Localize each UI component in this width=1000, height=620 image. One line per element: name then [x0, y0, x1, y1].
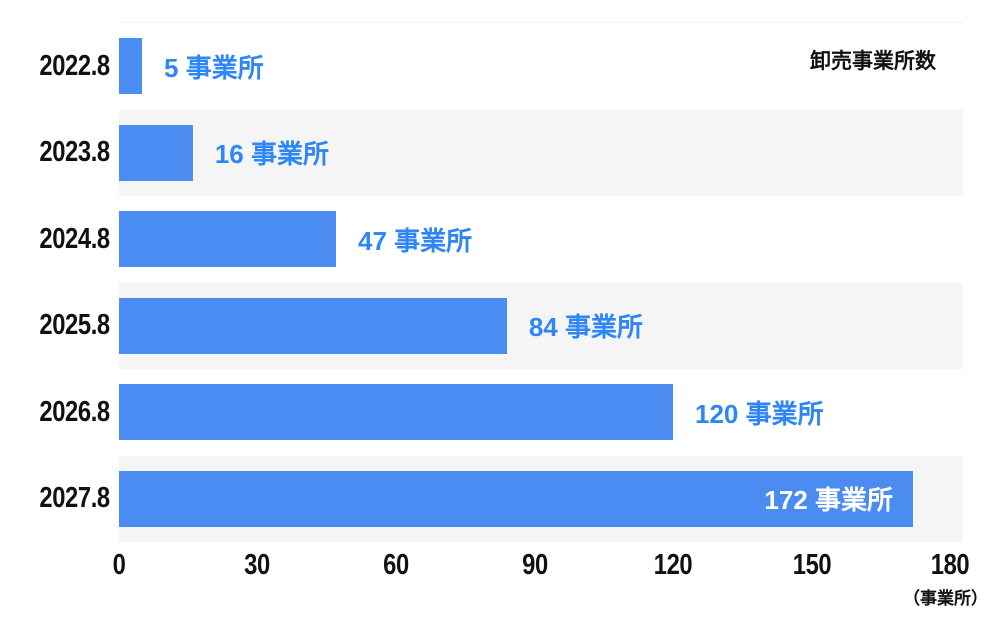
bar-value-label: 16 事業所: [214, 139, 329, 170]
category-label: 2023.8: [39, 136, 111, 169]
category-label: 2024.8: [39, 222, 111, 255]
bar-value-label: 120 事業所: [695, 398, 824, 429]
chart-title: 卸売事業所数: [810, 50, 936, 73]
bar: 84 事業所: [119, 297, 643, 354]
bar-value-label: 5 事業所: [164, 52, 264, 83]
x-axis: 0 30 60 90 120 150 180: [113, 549, 970, 583]
x-tick-label: 150: [792, 549, 831, 581]
category-label: 2022.8: [39, 49, 111, 82]
bar: 120 事業所: [119, 384, 824, 441]
x-tick-label: 0: [112, 549, 126, 581]
x-tick-label: 180: [930, 549, 970, 581]
bar: 47 事業所: [119, 211, 472, 268]
x-axis-unit-label: （事業所）: [903, 589, 988, 608]
category-label: 2026.8: [39, 395, 111, 428]
x-tick-label: 60: [383, 549, 409, 581]
bar: 5 事業所: [119, 38, 264, 95]
chart-row: 2023.8 16 事業所: [40, 109, 963, 196]
x-tick-label: 30: [244, 549, 271, 581]
bar-value-label: 47 事業所: [357, 225, 473, 256]
chart-row: 2026.8 120 事業所: [40, 369, 963, 456]
x-tick-label: 90: [521, 549, 548, 581]
bar: 16 事業所: [119, 124, 329, 181]
category-label: 2025.8: [39, 309, 111, 342]
category-label: 2027.8: [39, 482, 111, 515]
chart-row: 2024.8 47 事業所: [40, 196, 963, 283]
chart-row: 2027.8 172 事業所: [40, 455, 963, 542]
bar-value-label: 172 事業所: [764, 485, 894, 516]
bar: 172 事業所: [119, 470, 914, 527]
bar-value-label: 84 事業所: [528, 312, 643, 343]
x-tick-label: 120: [653, 549, 693, 581]
chart-row: 2022.8 5 事業所: [40, 23, 963, 110]
plot-area: 2022.8 5 事業所 2023.8 16 事業所 2024.8 47 事業所…: [40, 22, 963, 542]
chart-row: 2025.8 84 事業所: [40, 282, 963, 369]
